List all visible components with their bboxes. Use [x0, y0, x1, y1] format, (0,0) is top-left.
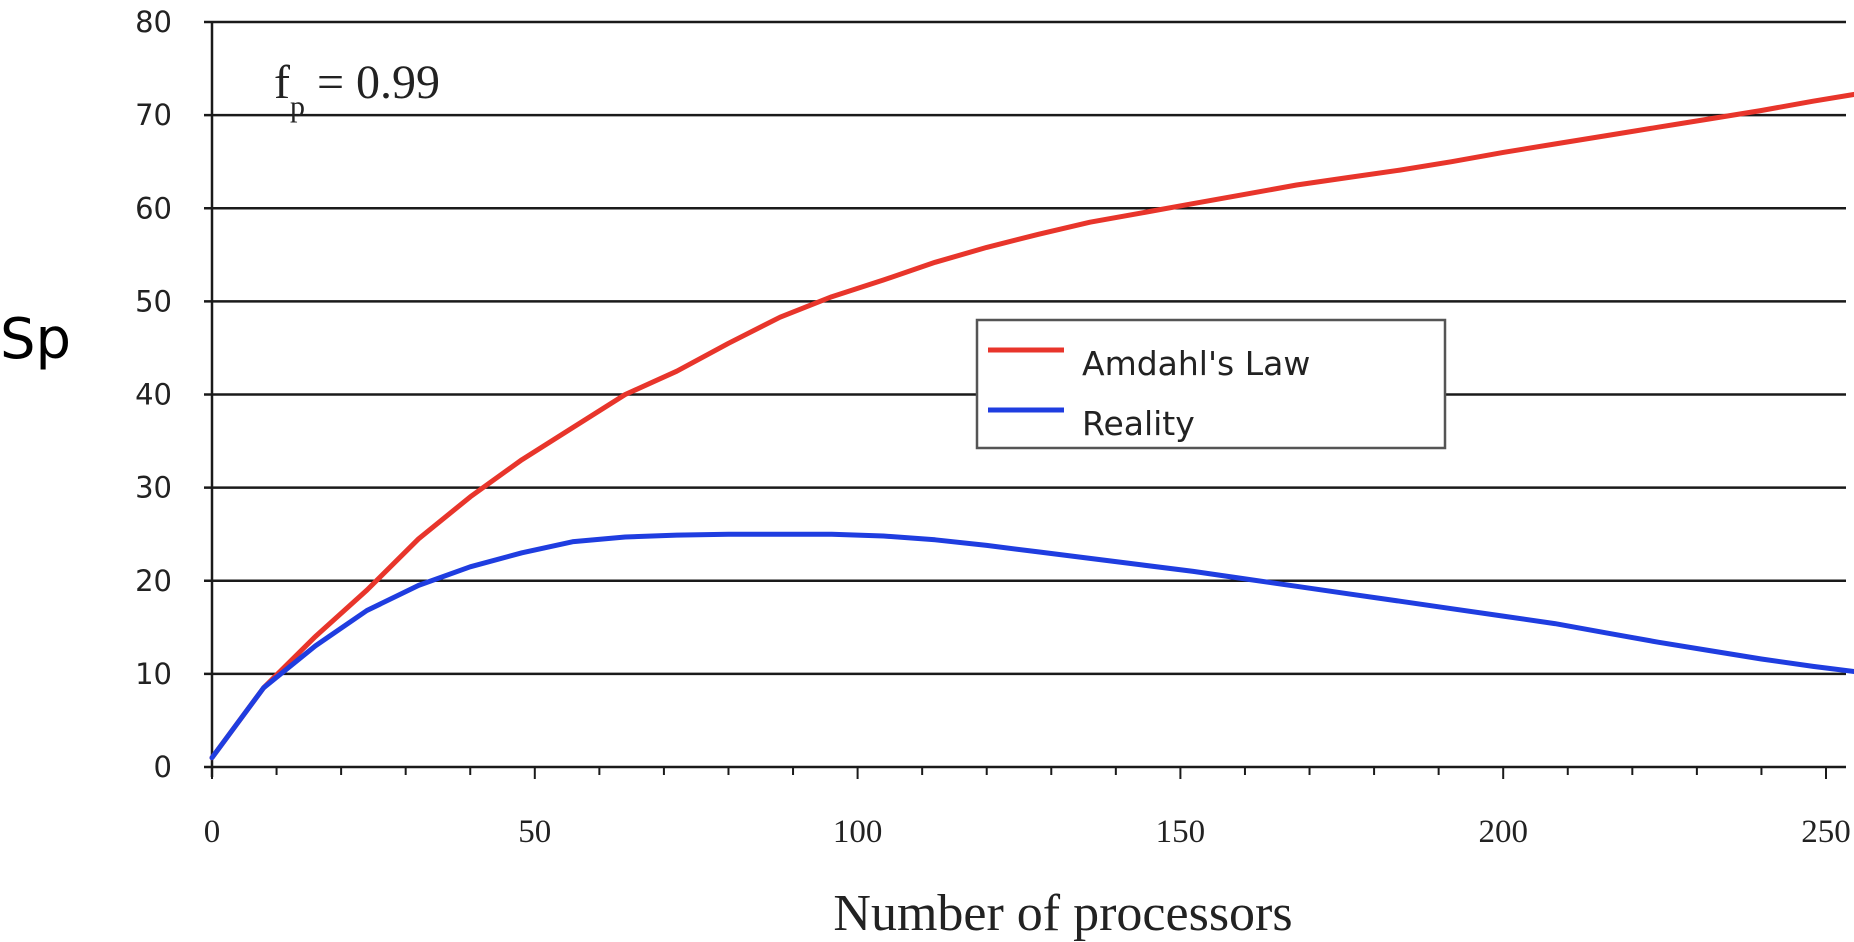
y-axis-title: Sp — [0, 307, 71, 372]
y-tick-label-20: 20 — [135, 564, 172, 598]
x-tick-label-150: 150 — [1156, 814, 1206, 850]
x-tick-labels: 0 50 100 150 200 250 — [204, 814, 1851, 850]
fp-annotation-rest: = 0.99 — [305, 56, 440, 109]
y-tick-label-0: 0 — [154, 750, 172, 784]
series-line-amdahl-s-law — [209, 91, 1854, 761]
series-line-reality — [209, 531, 1854, 761]
y-tick-labels: 0 10 20 30 40 50 60 70 80 — [135, 5, 172, 784]
legend-box — [975, 318, 1447, 450]
x-tick-label-250: 250 — [1801, 814, 1851, 850]
x-axis-title: Number of processors — [833, 885, 1292, 942]
legend: Amdahl's Law Reality — [975, 318, 1447, 450]
y-tick-label-40: 40 — [135, 378, 172, 412]
y-tick-label-60: 60 — [135, 191, 172, 225]
fp-annotation: fp = 0.99 — [274, 56, 440, 123]
y-tick-label-50: 50 — [135, 284, 172, 318]
x-tick-label-200: 200 — [1478, 814, 1528, 850]
x-tick-label-100: 100 — [833, 814, 883, 850]
legend-label-amdahl: Amdahl's Law — [1082, 344, 1310, 383]
y-tick-label-70: 70 — [135, 98, 172, 132]
fp-annotation-sub: p — [290, 90, 305, 123]
gridlines — [204, 20, 1846, 676]
y-tick-label-30: 30 — [135, 471, 172, 505]
y-tick-label-80: 80 — [135, 5, 172, 39]
x-tick-label-0: 0 — [204, 814, 221, 850]
x-tick-label-50: 50 — [518, 814, 551, 850]
fp-annotation-main: f — [274, 56, 290, 109]
legend-label-reality: Reality — [1082, 404, 1195, 443]
y-tick-label-10: 10 — [135, 657, 172, 691]
series-lines — [209, 91, 1854, 761]
axes — [204, 22, 1846, 779]
